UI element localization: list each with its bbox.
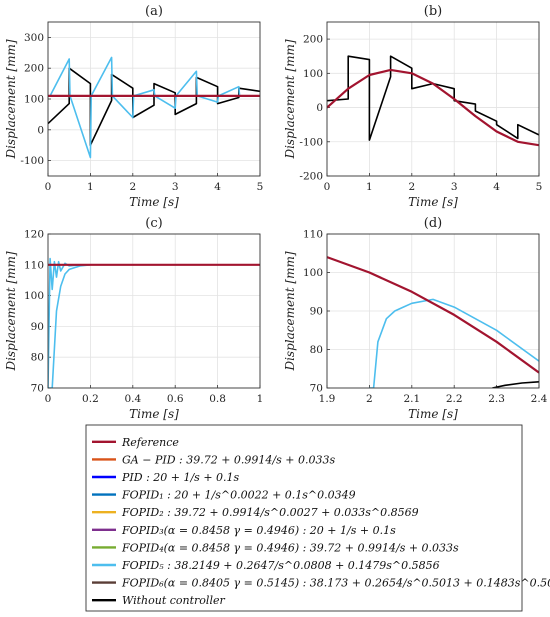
series-line	[327, 55, 539, 141]
y-tick-label: -200	[299, 171, 323, 183]
legend-label: FOPID₁ : 20 + 1/s^0.0022 + 0.1s^0.0349	[121, 489, 356, 502]
y-axis-label: Displacement [mm]	[283, 251, 297, 371]
plot-frame	[47, 233, 261, 389]
legend-label: FOPID₅ : 38.2149 + 0.2647/s^0.0808 + 0.1…	[121, 559, 440, 572]
x-tick-label: 2	[408, 181, 415, 193]
panel-a: (a) 0 1 2 3 4 5 -100 0 100 200 300 Time [s] Displacem…	[4, 4, 263, 209]
x-tick-label: 3	[451, 181, 458, 193]
panel-title: (d)	[424, 216, 442, 231]
legend-frame	[85, 424, 523, 612]
y-tick-label: 80	[31, 352, 44, 364]
y-tick-label: 70	[310, 383, 323, 395]
y-tick-label: 100	[303, 267, 323, 279]
series-line	[48, 67, 260, 146]
legend-label: FOPID₃(α = 0.8458 γ = 0.4946) : 20 + 1/s…	[121, 524, 396, 537]
series-group	[327, 55, 539, 147]
panel-title: (c)	[145, 216, 162, 231]
series-line	[48, 264, 91, 388]
x-tick-label: 1	[257, 393, 264, 405]
x-tick-label: 0.2	[82, 393, 99, 405]
series-line	[492, 381, 539, 388]
x-tick-label: 2.4	[531, 393, 548, 405]
x-axis-label: Time [s]	[408, 195, 458, 209]
y-tick-label: 110	[303, 229, 323, 241]
y-tick-label: 300	[24, 32, 44, 44]
x-tick-label: 5	[536, 181, 543, 193]
x-tick-label: 1	[366, 181, 373, 193]
x-tick-label: 2.3	[488, 393, 505, 405]
y-axis-label: Displacement [mm]	[283, 39, 297, 159]
plot-frame	[47, 21, 261, 177]
x-tick-label: 2	[366, 393, 373, 405]
x-tick-label: 2.2	[446, 393, 463, 405]
x-tick-label: 4	[214, 181, 221, 193]
legend-label: PID : 20 + 1/s + 0.1s	[121, 471, 240, 484]
panel-title: (a)	[145, 4, 163, 19]
x-tick-label: 1.9	[319, 393, 336, 405]
x-tick-label: 2.1	[403, 393, 420, 405]
legend-label: FOPID₂ : 39.72 + 0.9914/s^0.0027 + 0.033…	[121, 506, 419, 519]
x-tick-label: 0.8	[209, 393, 226, 405]
y-tick-label: 100	[24, 290, 44, 302]
x-tick-label: 0	[324, 181, 331, 193]
y-tick-label: -100	[20, 155, 44, 167]
x-tick-label: 4	[493, 181, 500, 193]
y-tick-label: 120	[24, 229, 44, 241]
y-tick-label: 90	[310, 306, 323, 318]
y-tick-label: 100	[303, 68, 323, 80]
y-tick-label: 200	[303, 34, 323, 46]
y-tick-label: -100	[299, 136, 323, 148]
y-tick-label: 80	[310, 344, 323, 356]
x-tick-label: 0	[45, 393, 52, 405]
legend-label: Reference	[121, 436, 179, 449]
panel-c: (c) 0 0.2 0.4 0.6 0.8 1 70 80 90 100 110 120 Time [s]…	[4, 216, 263, 421]
series-line	[48, 56, 241, 159]
x-tick-label: 1	[87, 181, 94, 193]
plot-frame	[326, 21, 540, 177]
series-line	[327, 256, 539, 374]
legend-label: GA − PID : 39.72 + 0.9914/s + 0.033s	[122, 453, 335, 466]
series-line	[327, 68, 539, 147]
x-axis-label: Time [s]	[129, 407, 179, 421]
panel-b: (b) 0 1 2 3 4 5 -200 -100 0 100 200 Time [s] Displace…	[283, 4, 542, 209]
series-line	[369, 298, 539, 388]
y-tick-label: 0	[316, 102, 323, 114]
panel-title: (b)	[424, 4, 442, 19]
x-tick-label: 0	[45, 181, 52, 193]
series-group	[327, 256, 539, 388]
legend-label: FOPID₆(α = 0.8405 γ = 0.5145) : 38.173 +…	[121, 577, 550, 590]
y-tick-label: 110	[24, 259, 44, 271]
series-group	[48, 257, 260, 388]
y-axis-label: Displacement [mm]	[4, 251, 18, 371]
x-axis-label: Time [s]	[129, 195, 179, 209]
plot-frame	[326, 233, 540, 389]
x-axis-label: Time [s]	[408, 407, 458, 421]
x-tick-label: 3	[172, 181, 179, 193]
x-tick-label: 5	[257, 181, 264, 193]
legend: Reference GA − PID : 39.72 + 0.9914/s + 0…	[85, 424, 550, 612]
series-group	[48, 56, 260, 159]
y-tick-label: 0	[37, 124, 44, 136]
legend-label: Without controller	[122, 594, 225, 607]
y-tick-label: 70	[31, 383, 44, 395]
y-tick-label: 200	[24, 63, 44, 75]
x-tick-label: 2	[129, 181, 136, 193]
x-tick-label: 0.6	[167, 393, 184, 405]
y-tick-label: 100	[24, 94, 44, 106]
legend-label: FOPID₄(α = 0.8458 γ = 0.4946) : 39.72 + …	[121, 541, 459, 554]
x-tick-label: 0.4	[124, 393, 141, 405]
panel-d: (d) 1.9 2 2.1 2.2 2.3 2.4 70 80 90 100 110 Time [s] D…	[283, 216, 548, 421]
y-tick-label: 90	[31, 321, 44, 333]
y-axis-label: Displacement [mm]	[4, 39, 18, 159]
